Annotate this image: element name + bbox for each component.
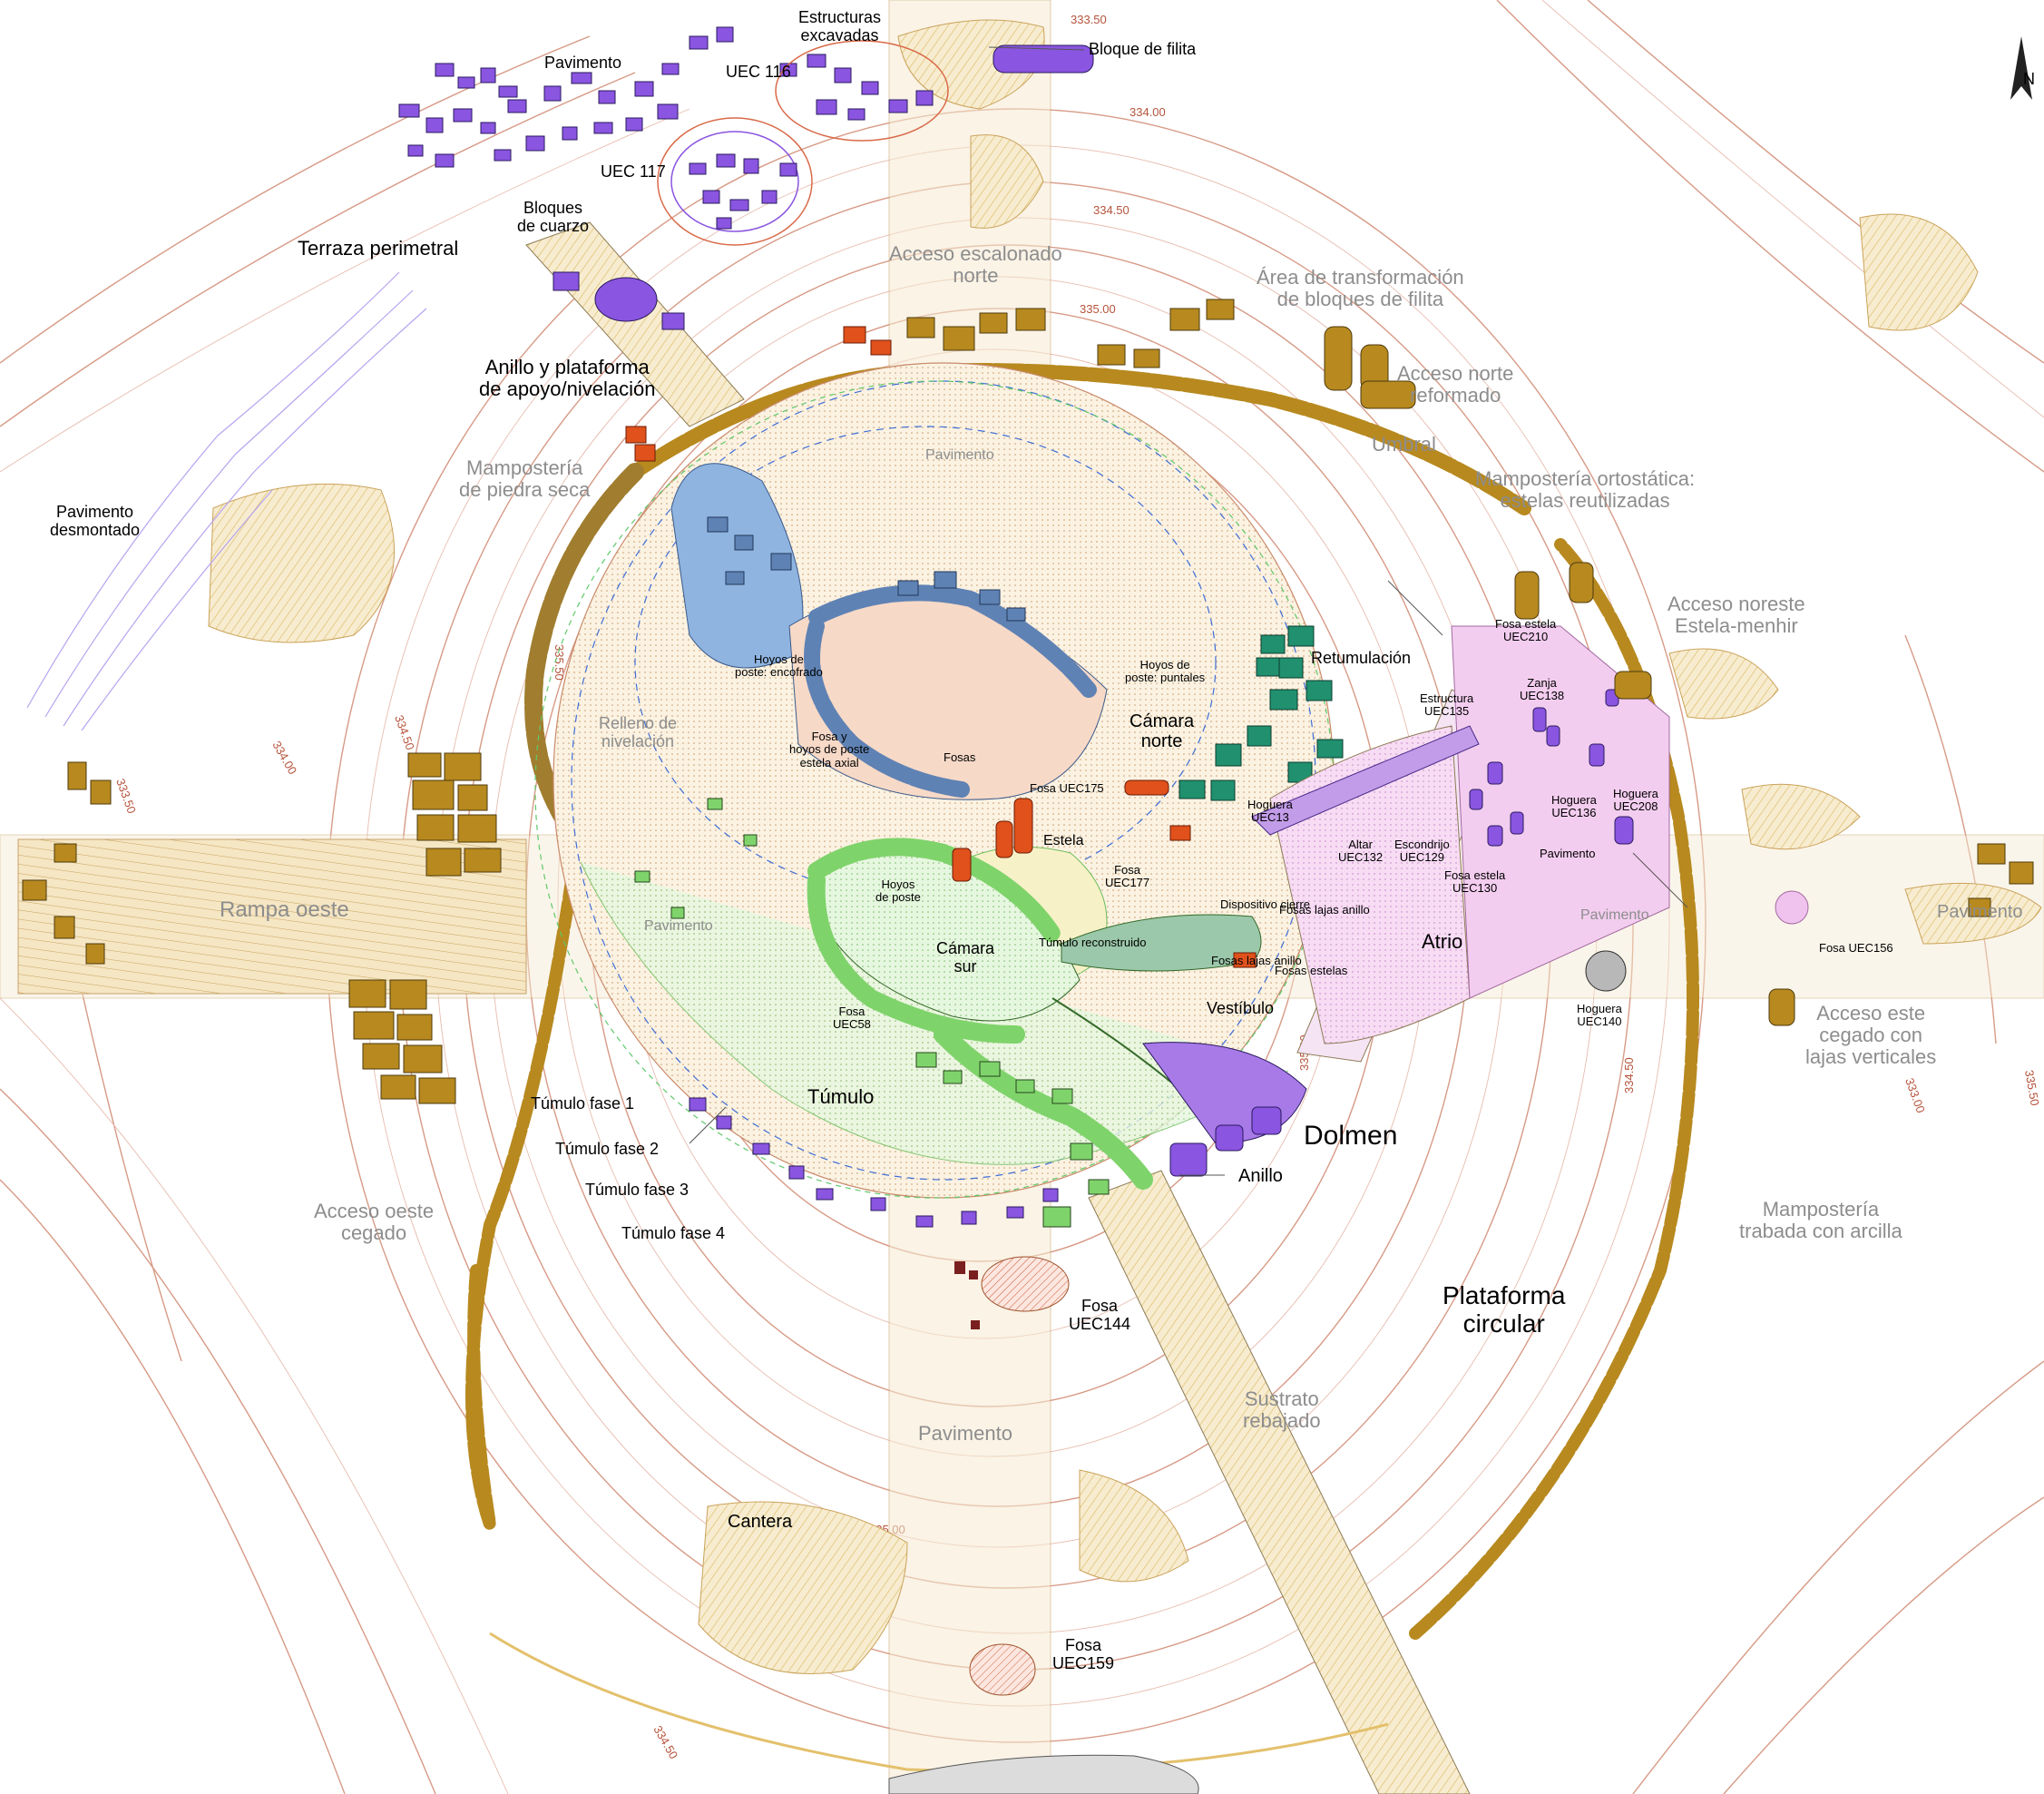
label-tumulo-fase-2: Túmulo fase 2 — [555, 1140, 660, 1158]
label-fosa-uec210: Fosa estela UEC210 — [1495, 617, 1557, 644]
tumulus-green-stones — [634, 798, 1110, 1228]
north-label: N — [2023, 70, 2035, 88]
svg-text:334.50: 334.50 — [1622, 1057, 1636, 1093]
label-cantera: Cantera — [728, 1512, 793, 1532]
label-pavimento-e: Pavimento — [1580, 907, 1649, 923]
label-retumulacion: Retumulación — [1311, 649, 1412, 667]
label-fosas: Fosas — [944, 750, 976, 764]
west-stone-cluster — [22, 752, 2034, 1104]
label-fosas-lajas-anillo: Fosas lajas anillo — [1279, 903, 1370, 917]
label-hoyos-puntales: Hoyos de poste: puntales — [1125, 658, 1206, 685]
svg-text:335.50: 335.50 — [553, 644, 566, 681]
label-tumulo-fase-1: Túmulo fase 1 — [531, 1094, 635, 1113]
hatch-zones — [208, 19, 2042, 1674]
label-anillo-plataforma: Anillo y plataforma de apoyo/nivelación — [479, 356, 656, 401]
label-mamposteria-seca: Mampostería de piedra seca — [459, 456, 591, 502]
label-anillo: Anillo — [1238, 1166, 1283, 1186]
uec-structures — [657, 40, 949, 246]
orange-stones — [625, 326, 1257, 968]
pavement-dismantled — [26, 271, 427, 731]
teal-stones — [1178, 625, 1344, 801]
label-dolmen: Dolmen — [1304, 1121, 1398, 1151]
label-camara-norte: Cámara norte — [1130, 711, 1195, 751]
label-pavimento-nw: Pavimento — [544, 54, 622, 72]
uec117-stones — [689, 153, 797, 230]
label-pavimento-far-e: Pavimento — [1937, 902, 2023, 922]
label-hoguera-uec208: Hoguera UEC208 — [1613, 787, 1658, 814]
cairn-complex — [534, 362, 1335, 1199]
label-hoguera-uec140: Hoguera UEC140 — [1577, 1002, 1622, 1029]
label-mamposteria-ortostatica: Mampostería ortostática: estelas reutili… — [1475, 467, 1696, 513]
north-gold-stones — [906, 299, 1795, 1026]
label-uec116: UEC 116 — [726, 63, 791, 81]
label-fosa-uec144: Fosa UEC144 — [1069, 1297, 1131, 1333]
label-fosa-estela-uec130: Fosa estela UEC130 — [1444, 868, 1506, 896]
label-estructura-uec135: Estructura UEC135 — [1420, 691, 1474, 719]
label-acceso-este: Acceso este cegado con lajas verticales — [1805, 1002, 1937, 1069]
label-hoyos-poste: Hoyos de poste — [875, 877, 921, 905]
circular-platform-ring — [465, 363, 1699, 1772]
label-pavimento-n: Pavimento — [925, 447, 994, 463]
label-fosa-uec159: Fosa UEC159 — [1052, 1636, 1115, 1672]
label-fosas-lajas-anillo-2: Fosas lajas anillo — [1211, 954, 1302, 967]
north-arrow — [2010, 36, 2032, 100]
label-fosa-uec156: Fosa UEC156 — [1819, 941, 1893, 955]
svg-text:334.00: 334.00 — [1130, 105, 1166, 119]
label-atrio: Atrio — [1422, 930, 1463, 953]
label-dispositivo-cierre: Dispositivo cierre — [1220, 897, 1310, 911]
label-acceso-oeste: Acceso oeste cegado — [314, 1200, 435, 1245]
label-fosa-hoyos-axial: Fosa y hoyos de poste estela axial — [789, 730, 870, 770]
label-pavimento-s: Pavimento — [918, 1422, 1012, 1445]
leader-lines — [689, 46, 1688, 1176]
tumulus-purple-stones — [689, 1097, 1282, 1228]
label-terraza-perimetral: Terraza perimetral — [298, 237, 459, 260]
south-features — [888, 1256, 1199, 1794]
label-acceso-noreste: Acceso noreste Estela-menhir — [1667, 593, 1805, 638]
label-hoyos-encofrado: Hoyos de poste: encofrado — [735, 652, 823, 680]
label-tumulo-fase-4: Túmulo fase 4 — [621, 1224, 726, 1242]
label-estructuras-excavadas: Estructuras excavadas — [798, 8, 882, 44]
label-relleno-nivelacion: Relleno de nivelación — [599, 714, 678, 750]
label-acceso-norte-reformado: Acceso norte reformado — [1397, 362, 1514, 407]
label-estela: Estela — [1043, 833, 1084, 848]
label-area-transformacion: Área de transformación de bloques de fil… — [1257, 266, 1464, 311]
label-escondrijo-uec129: Escondrijo UEC129 — [1394, 838, 1450, 865]
label-vestibulo: Vestíbulo — [1207, 999, 1275, 1017]
label-pavimento-desmontado: Pavimento desmontado — [50, 503, 141, 539]
label-tumulo: Túmulo — [807, 1085, 875, 1108]
label-camara-sur: Cámara sur — [936, 939, 995, 975]
label-fosas-estelas: Fosas estelas — [1275, 964, 1348, 977]
label-tumulo-fase-3: Túmulo fase 3 — [585, 1181, 689, 1199]
svg-text:335.50: 335.50 — [2022, 1069, 2042, 1107]
label-fosa-uec58: Fosa UEC58 — [833, 1005, 871, 1032]
label-fosa-uec175: Fosa UEC175 — [1030, 781, 1104, 795]
label-tumulo-reconstruido: Túmulo reconstruido — [1039, 936, 1147, 949]
label-pavimento-w: Pavimento — [644, 918, 713, 934]
blue-stones — [707, 516, 1026, 622]
purple-paving — [398, 26, 1094, 330]
label-bloque-filita: Bloque de filita — [1089, 40, 1197, 58]
label-uec117: UEC 117 — [601, 162, 666, 181]
label-plataforma-circular: Plataforma circular — [1443, 1281, 1566, 1338]
atrio-purple-stones — [1469, 689, 1634, 847]
svg-text:333.50: 333.50 — [1071, 13, 1107, 26]
label-zanja-uec138: Zanja UEC138 — [1520, 676, 1565, 703]
label-sustrato-rebajado: Sustrato rebajado — [1243, 1387, 1321, 1433]
label-mamposteria-arcilla: Mampostería trabada con arcilla — [1739, 1198, 1902, 1243]
label-bloques-cuarzo: Bloques de cuarzo — [517, 199, 590, 235]
label-hoguera-uec13: Hoguera UEC13 — [1247, 798, 1293, 825]
label-altar-uec132: Altar UEC132 — [1338, 838, 1384, 865]
svg-text:335.00: 335.00 — [1080, 302, 1116, 316]
label-umbral: Umbral — [1372, 433, 1436, 456]
label-pavimento-ne: Pavimento — [1540, 847, 1596, 860]
label-acceso-escalonado-norte: Acceso escalonado norte — [889, 242, 1062, 288]
atrio-zone — [1251, 625, 1809, 1044]
label-rampa-oeste: Rampa oeste — [220, 897, 349, 922]
label-hoguera-uec136: Hoguera UEC136 — [1551, 793, 1597, 820]
svg-text:334.50: 334.50 — [1093, 203, 1130, 217]
label-fosa-uec177: Fosa UEC177 — [1105, 863, 1150, 890]
